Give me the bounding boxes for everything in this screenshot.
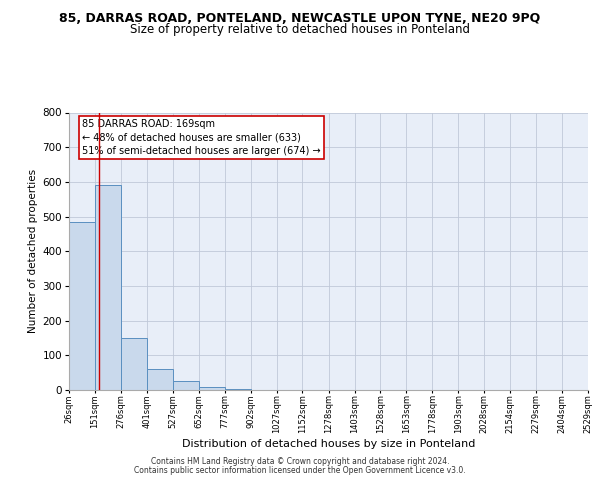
Bar — [199, 386, 225, 390]
Y-axis label: Number of detached properties: Number of detached properties — [28, 169, 38, 334]
Bar — [95, 186, 121, 390]
Text: Contains HM Land Registry data © Crown copyright and database right 2024.: Contains HM Land Registry data © Crown c… — [151, 458, 449, 466]
Text: 85, DARRAS ROAD, PONTELAND, NEWCASTLE UPON TYNE, NE20 9PQ: 85, DARRAS ROAD, PONTELAND, NEWCASTLE UP… — [59, 12, 541, 26]
X-axis label: Distribution of detached houses by size in Ponteland: Distribution of detached houses by size … — [182, 439, 475, 449]
Bar — [121, 338, 147, 390]
Bar — [69, 222, 95, 390]
Text: Size of property relative to detached houses in Ponteland: Size of property relative to detached ho… — [130, 22, 470, 36]
Bar — [147, 369, 173, 390]
Text: Contains public sector information licensed under the Open Government Licence v3: Contains public sector information licen… — [134, 466, 466, 475]
Text: 85 DARRAS ROAD: 169sqm
← 48% of detached houses are smaller (633)
51% of semi-de: 85 DARRAS ROAD: 169sqm ← 48% of detached… — [82, 120, 320, 156]
Bar — [173, 382, 199, 390]
